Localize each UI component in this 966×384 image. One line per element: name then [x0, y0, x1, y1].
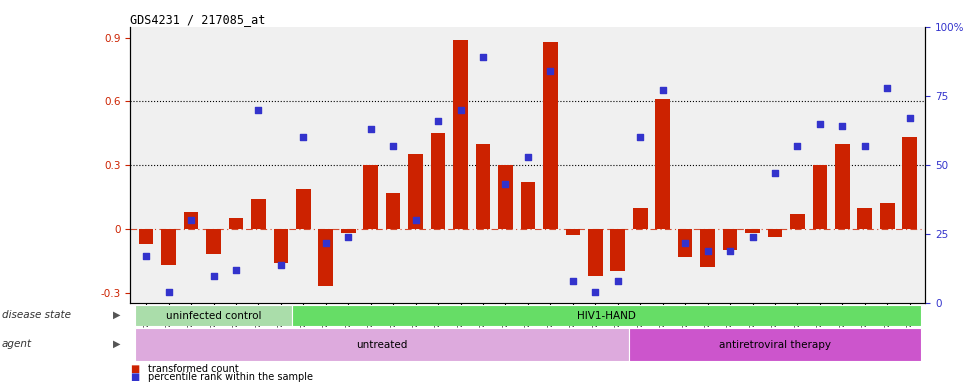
Bar [409, 154, 423, 229]
Bar [251, 199, 266, 229]
Bar [700, 229, 715, 267]
Text: percentile rank within the sample: percentile rank within the sample [148, 372, 313, 382]
Point [318, 240, 333, 246]
Bar [385, 193, 401, 229]
Text: transformed count: transformed count [148, 364, 239, 374]
Point [251, 107, 267, 113]
Text: ▶: ▶ [113, 310, 121, 320]
Bar [880, 204, 895, 229]
Text: untreated: untreated [356, 339, 408, 350]
Point [521, 154, 536, 160]
Point [385, 143, 401, 149]
Point [408, 217, 423, 223]
Bar [655, 99, 670, 229]
Bar [273, 229, 288, 263]
Bar [475, 144, 491, 229]
Bar [812, 165, 827, 229]
Text: agent: agent [2, 339, 32, 349]
Text: disease state: disease state [2, 310, 71, 320]
Point [745, 234, 760, 240]
Text: ▶: ▶ [113, 339, 121, 349]
Text: HIV1-HAND: HIV1-HAND [577, 311, 636, 321]
Point [453, 107, 469, 113]
Bar [206, 229, 221, 255]
Bar [161, 229, 176, 265]
Point [184, 217, 199, 223]
Bar [521, 182, 535, 229]
Bar [498, 165, 513, 229]
Bar [768, 229, 782, 237]
Bar [292, 305, 921, 326]
Text: ■: ■ [130, 364, 140, 374]
Bar [363, 165, 378, 229]
Point [431, 118, 446, 124]
Bar [341, 229, 355, 233]
Point [475, 54, 491, 60]
Bar [135, 328, 629, 361]
Bar [543, 42, 557, 229]
Point [363, 126, 379, 132]
Text: antiretroviral therapy: antiretroviral therapy [719, 339, 831, 350]
Bar [633, 208, 647, 229]
Bar [139, 229, 154, 244]
Point [296, 134, 311, 141]
Bar [296, 189, 311, 229]
Bar [588, 229, 603, 276]
Bar [858, 208, 872, 229]
Point [497, 181, 513, 187]
Bar [229, 218, 243, 229]
Point [767, 170, 782, 177]
Point [228, 267, 243, 273]
Point [655, 88, 670, 94]
Bar [790, 214, 805, 229]
Point [273, 262, 289, 268]
Point [812, 121, 828, 127]
Bar [629, 328, 921, 361]
Point [138, 253, 154, 260]
Text: GDS4231 / 217085_at: GDS4231 / 217085_at [130, 13, 266, 26]
Point [723, 248, 738, 254]
Point [677, 240, 693, 246]
Bar [902, 137, 917, 229]
Point [835, 123, 850, 129]
Point [633, 134, 648, 141]
Bar [611, 229, 625, 271]
Point [789, 143, 805, 149]
Bar [835, 144, 850, 229]
Point [341, 234, 356, 240]
Bar [678, 229, 693, 257]
Point [902, 115, 918, 121]
Text: uninfected control: uninfected control [166, 311, 261, 321]
Point [587, 289, 603, 295]
Bar [135, 305, 292, 326]
Bar [453, 40, 468, 229]
Bar [431, 133, 445, 229]
Point [857, 143, 872, 149]
Point [610, 278, 625, 284]
Point [543, 68, 558, 74]
Point [161, 289, 177, 295]
Point [879, 84, 895, 91]
Point [565, 278, 581, 284]
Bar [184, 212, 198, 229]
Bar [723, 229, 737, 250]
Point [206, 273, 221, 279]
Bar [319, 229, 333, 286]
Point [699, 248, 715, 254]
Text: ■: ■ [130, 372, 140, 382]
Bar [565, 229, 581, 235]
Bar [745, 229, 760, 233]
